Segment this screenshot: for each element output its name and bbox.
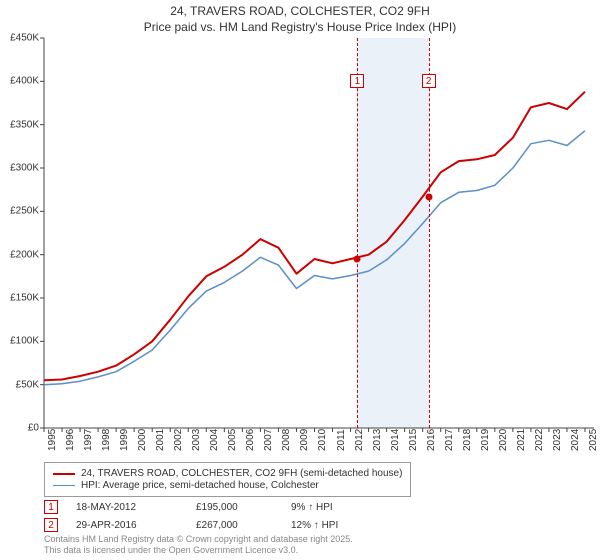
legend-row: HPI: Average price, semi-detached house,… bbox=[53, 480, 402, 491]
footer: Contains HM Land Registry data © Crown c… bbox=[44, 534, 353, 556]
marker-vline bbox=[429, 38, 430, 428]
x-tick-label: 2019 bbox=[480, 429, 491, 451]
x-tick-label: 2002 bbox=[173, 429, 184, 451]
x-tick-label: 2024 bbox=[570, 429, 581, 451]
tx-id-box: 1 bbox=[44, 500, 58, 514]
marker-vline bbox=[357, 38, 358, 428]
y-tick-label: £400K bbox=[0, 76, 39, 87]
legend: 24, TRAVERS ROAD, COLCHESTER, CO2 9FH (s… bbox=[44, 462, 411, 497]
transactions-table: 1 18-MAY-2012 £195,000 9% ↑ HPI 2 29-APR… bbox=[44, 500, 391, 536]
legend-label: 24, TRAVERS ROAD, COLCHESTER, CO2 9FH (s… bbox=[81, 468, 402, 479]
y-tick-label: £450K bbox=[0, 33, 39, 44]
marker-id-box: 2 bbox=[422, 74, 436, 88]
x-tick-label: 2007 bbox=[263, 429, 274, 451]
title-line-1: 24, TRAVERS ROAD, COLCHESTER, CO2 9FH bbox=[0, 4, 600, 20]
y-tick-label: £150K bbox=[0, 293, 39, 304]
y-tick-label: £350K bbox=[0, 119, 39, 130]
x-tick-label: 2020 bbox=[498, 429, 509, 451]
x-tick-label: 2001 bbox=[155, 429, 166, 451]
x-tick-label: 2000 bbox=[137, 429, 148, 451]
x-tick-label: 2015 bbox=[408, 429, 419, 451]
tx-date: 18-MAY-2012 bbox=[76, 502, 196, 513]
legend-swatch-2 bbox=[53, 485, 75, 486]
x-tick-label: 1998 bbox=[101, 429, 112, 451]
marker-id-box: 1 bbox=[350, 74, 364, 88]
x-tick-label: 1997 bbox=[83, 429, 94, 451]
tx-pct: 9% ↑ HPI bbox=[291, 502, 391, 513]
legend-label: HPI: Average price, semi-detached house,… bbox=[81, 480, 319, 491]
x-tick-label: 2006 bbox=[245, 429, 256, 451]
x-tick-label: 2011 bbox=[336, 429, 347, 451]
x-tick-label: 2004 bbox=[209, 429, 220, 451]
x-tick-label: 2008 bbox=[281, 429, 292, 451]
table-row: 2 29-APR-2016 £267,000 12% ↑ HPI bbox=[44, 518, 391, 532]
tx-price: £195,000 bbox=[196, 502, 291, 513]
x-tick-label: 1995 bbox=[47, 429, 58, 451]
x-tick-label: 2009 bbox=[299, 429, 310, 451]
title-block: 24, TRAVERS ROAD, COLCHESTER, CO2 9FH Pr… bbox=[0, 0, 600, 35]
x-tick-label: 2021 bbox=[516, 429, 527, 451]
x-tick-label: 2014 bbox=[390, 429, 401, 451]
x-tick-label: 2017 bbox=[444, 429, 455, 451]
y-tick-label: £300K bbox=[0, 163, 39, 174]
chart-area: £0£50K£100K£150K£200K£250K£300K£350K£400… bbox=[44, 38, 594, 428]
tx-date: 29-APR-2016 bbox=[76, 520, 196, 531]
y-tick-label: £0 bbox=[0, 423, 39, 434]
x-tick-label: 2005 bbox=[227, 429, 238, 451]
footer-line: Contains HM Land Registry data © Crown c… bbox=[44, 534, 353, 545]
marker-dot bbox=[354, 256, 361, 263]
x-tick-label: 2023 bbox=[552, 429, 563, 451]
x-tick-label: 2012 bbox=[354, 429, 365, 451]
x-tick-label: 1996 bbox=[65, 429, 76, 451]
x-tick-label: 1999 bbox=[119, 429, 130, 451]
x-tick-label: 2025 bbox=[588, 429, 599, 451]
x-tick-label: 2018 bbox=[462, 429, 473, 451]
title-line-2: Price paid vs. HM Land Registry's House … bbox=[0, 20, 600, 36]
y-tick-label: £200K bbox=[0, 249, 39, 260]
x-tick-label: 2010 bbox=[317, 429, 328, 451]
x-tick-label: 2013 bbox=[372, 429, 383, 451]
y-tick-label: £250K bbox=[0, 206, 39, 217]
legend-swatch-1 bbox=[53, 473, 75, 475]
x-tick-label: 2016 bbox=[426, 429, 437, 451]
x-tick-label: 2022 bbox=[534, 429, 545, 451]
footer-line: This data is licensed under the Open Gov… bbox=[44, 545, 353, 556]
tx-id-box: 2 bbox=[44, 518, 58, 532]
chart-svg bbox=[44, 38, 594, 428]
x-tick-label: 2003 bbox=[191, 429, 202, 451]
y-tick-label: £100K bbox=[0, 336, 39, 347]
legend-row: 24, TRAVERS ROAD, COLCHESTER, CO2 9FH (s… bbox=[53, 468, 402, 479]
marker-dot bbox=[425, 193, 432, 200]
y-tick-label: £50K bbox=[0, 379, 39, 390]
tx-pct: 12% ↑ HPI bbox=[291, 520, 391, 531]
table-row: 1 18-MAY-2012 £195,000 9% ↑ HPI bbox=[44, 500, 391, 514]
tx-price: £267,000 bbox=[196, 520, 291, 531]
